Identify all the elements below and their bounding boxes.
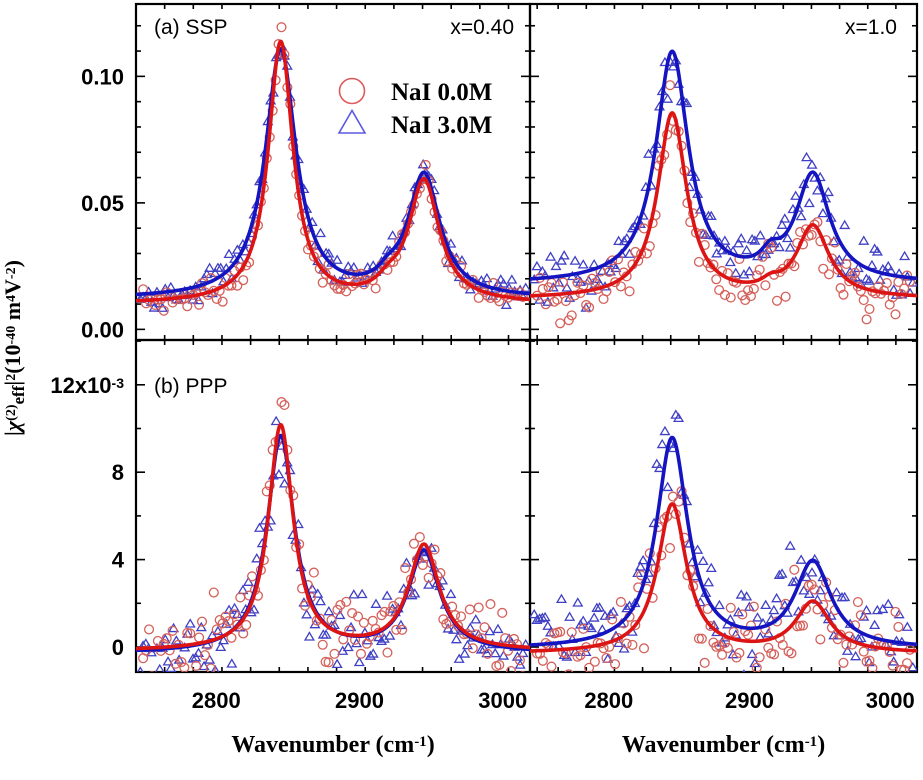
svg-text:Wavenumber (cm-1): Wavenumber (cm-1) [231,732,434,758]
svg-text:0.05: 0.05 [81,191,124,216]
svg-text:2900: 2900 [335,688,384,713]
svg-text:0.10: 0.10 [81,64,124,89]
svg-text:x=0.40: x=0.40 [450,16,514,39]
svg-text:3000: 3000 [478,688,527,713]
svg-text:x=1.0: x=1.0 [845,16,897,39]
svg-text:0: 0 [112,635,124,660]
svg-text:4: 4 [112,548,125,573]
svg-text:8: 8 [112,460,124,485]
svg-text:NaI 3.0M: NaI 3.0M [391,112,492,139]
svg-text:0.00: 0.00 [81,317,124,342]
svg-text:Wavenumber (cm-1): Wavenumber (cm-1) [622,732,825,758]
svg-text:3000: 3000 [866,688,915,713]
svg-text:(b) PPP: (b) PPP [154,375,228,398]
svg-text:2800: 2800 [192,688,241,713]
svg-text:2800: 2800 [584,688,633,713]
svg-text:NaI 0.0M: NaI 0.0M [391,79,492,106]
svg-text:2900: 2900 [725,688,774,713]
svg-text:(a) SSP: (a) SSP [154,16,228,39]
